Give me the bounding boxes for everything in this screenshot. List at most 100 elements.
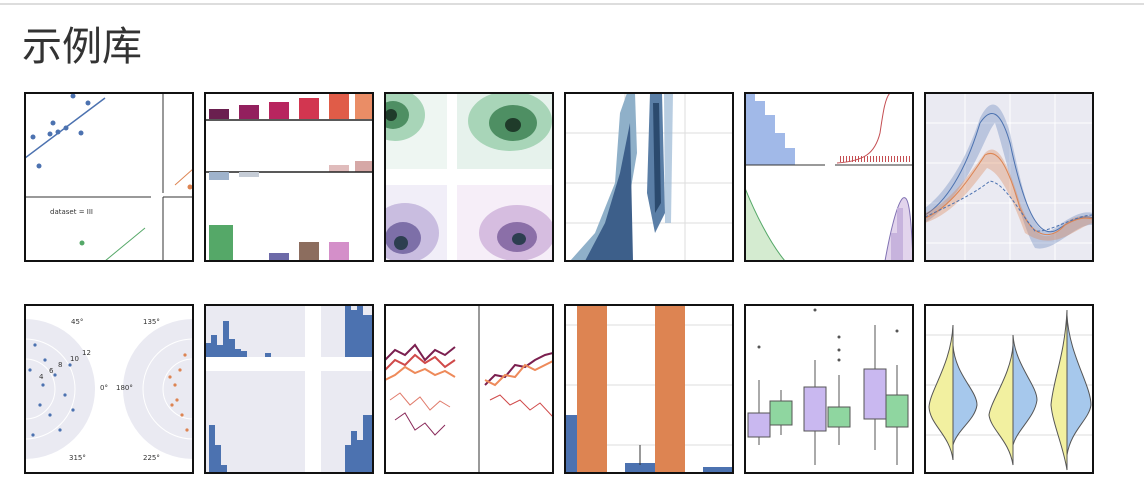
- thumb-shape: [585, 123, 633, 261]
- thumb-shape: [239, 172, 259, 177]
- thumb-shape: [36, 163, 42, 169]
- thumb-anscombe[interactable]: dataset = III: [25, 93, 193, 261]
- thumb-shape: [269, 102, 289, 119]
- thumb-shape: [394, 236, 408, 250]
- polar-label: 315°: [69, 454, 86, 462]
- polar-label: 180°: [116, 384, 133, 392]
- thumb-pairgrid[interactable]: [745, 93, 913, 261]
- thumb-boxplots[interactable]: [745, 305, 913, 473]
- thumb-shape: [85, 100, 91, 106]
- thumb-shape: [577, 305, 607, 473]
- thumb-label: dataset = III: [50, 208, 93, 216]
- thumb-shape: [53, 373, 57, 377]
- thumb-shape: [41, 383, 45, 387]
- thumb-lines[interactable]: [385, 305, 553, 473]
- thumb-shape: [744, 92, 914, 262]
- thumb-borders: [24, 92, 1094, 474]
- thumb-shape: [897, 208, 903, 261]
- thumb-shape: [24, 304, 194, 474]
- thumb-violins[interactable]: [925, 305, 1093, 473]
- thumb-shape: [299, 242, 319, 261]
- thumb-palette-bars[interactable]: [205, 93, 373, 261]
- thumb-shape: [47, 131, 53, 137]
- thumb-shape: [50, 120, 56, 126]
- thumb-shape: [25, 338, 76, 440]
- thumb-shape: [68, 363, 72, 367]
- thumb-shape: [48, 413, 52, 417]
- thumb-facet-hist[interactable]: [205, 305, 373, 473]
- thumb-shape: [765, 115, 775, 165]
- thumb-shape: [55, 129, 61, 135]
- page-title: 示例库: [22, 24, 142, 70]
- thumb-shape: [28, 368, 32, 372]
- thumb-shape: [988, 344, 1014, 466]
- thumb-shape: [185, 428, 189, 432]
- thumb-shape: [925, 152, 1093, 235]
- thumb-polar[interactable]: 45° 135° 0° 180° 315° 225° 12 10 8 6 4: [0, 305, 263, 473]
- thumb-shape: [205, 305, 373, 473]
- thumb-shape: [389, 392, 451, 411]
- thumb-shape: [175, 398, 179, 402]
- thumb-shape: [863, 368, 887, 420]
- thumb-shape: [891, 233, 897, 261]
- thumb-shape: [363, 315, 373, 357]
- thumb-shape: [241, 351, 247, 357]
- thumb-shape: [78, 130, 84, 136]
- thumb-shape: [747, 412, 771, 438]
- thumb-shape: [24, 92, 194, 262]
- thumb-shape: [58, 428, 62, 432]
- thumb-shape: [209, 425, 215, 473]
- polar-label: 0°: [100, 384, 108, 392]
- thumb-shape: [1050, 309, 1068, 471]
- thumb-shape: [355, 93, 373, 119]
- thumb-timeseries-bands[interactable]: [925, 93, 1093, 261]
- thumb-shape: [384, 92, 554, 262]
- thumb-bars[interactable]: [565, 305, 733, 473]
- thumb-shape: [25, 93, 193, 261]
- thumb-shape: [625, 463, 655, 473]
- thumb-shape: [564, 92, 734, 262]
- thumb-shape: [836, 93, 891, 164]
- thumb-shape: [229, 339, 235, 357]
- thumb-shape: [79, 240, 85, 246]
- thumb-shape: [104, 227, 146, 261]
- thumb-shape: [385, 365, 456, 381]
- thumb-shape: [123, 319, 193, 459]
- thumb-shape: [1066, 314, 1092, 456]
- thumb-shape: [745, 305, 913, 473]
- thumb-shape: [827, 406, 851, 428]
- thumb-shape: [63, 125, 69, 131]
- polar-label: 135°: [143, 318, 160, 326]
- thumb-shape: [775, 133, 785, 165]
- thumb-shape: [489, 394, 553, 418]
- thumb-shape: [744, 304, 914, 474]
- thumb-shape: [174, 168, 193, 186]
- polar-label: 4: [39, 373, 44, 381]
- thumb-shape: [28, 343, 75, 437]
- thumb-shape: [351, 310, 357, 357]
- thumb-shape: [837, 348, 841, 352]
- thumb-shape: [384, 304, 554, 474]
- polar-label: 45°: [71, 318, 83, 326]
- thumb-shape: [564, 304, 734, 474]
- thumb-shape: [204, 92, 374, 262]
- thumb-shape: [484, 360, 553, 387]
- thumb-kde-grid[interactable]: [365, 89, 555, 263]
- thumb-shape: [924, 92, 1094, 262]
- thumb-shape: [895, 329, 899, 333]
- thumb-shape: [30, 134, 36, 140]
- thumb-shape: [33, 343, 37, 347]
- thumb-shape: [925, 180, 1093, 232]
- thumb-shape: [512, 233, 526, 245]
- thumb-shape: [209, 109, 229, 119]
- thumb-shape: [505, 118, 521, 132]
- thumb-shape: [1012, 334, 1038, 446]
- thumb-dense-scatter[interactable]: [565, 93, 733, 261]
- thumb-shape: [204, 304, 374, 474]
- polar-label: 10: [70, 355, 79, 363]
- thumb-shape: [239, 105, 259, 119]
- thumb-shape: [769, 400, 793, 426]
- thumb-shape: [803, 386, 827, 432]
